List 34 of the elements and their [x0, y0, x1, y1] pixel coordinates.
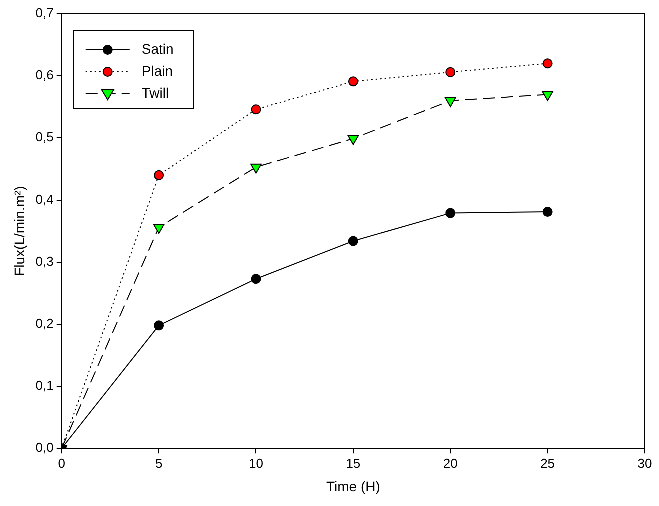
x-axis-title: Time (H): [326, 478, 380, 494]
point: [542, 58, 553, 69]
y-tick-label: 0,2: [36, 316, 54, 332]
point: [154, 320, 164, 331]
point: [251, 104, 262, 115]
y-tick-label: 0,4: [36, 192, 54, 207]
x-tick-label: 30: [638, 456, 652, 471]
point: [446, 208, 456, 218]
x-tick-label: 20: [443, 456, 458, 471]
point: [348, 135, 360, 146]
legend-label: Twill: [142, 84, 170, 101]
y-tick-label: 0,1: [36, 378, 54, 394]
point: [446, 67, 456, 78]
y-tick-label: 0,3: [36, 254, 54, 269]
point: [542, 207, 553, 218]
point: [348, 236, 358, 246]
point: [250, 164, 262, 174]
x-tick-label: 25: [540, 456, 556, 471]
point: [251, 274, 262, 284]
legend-label: Plain: [142, 62, 174, 79]
y-tick-label: 0,6: [36, 68, 54, 83]
y-tick-label: 0,7: [36, 6, 54, 21]
x-tick-label: 5: [155, 456, 163, 471]
x-tick-label: 0: [58, 456, 66, 471]
y-tick-label: 0,5: [36, 130, 54, 145]
x-tick-label: 10: [249, 456, 264, 471]
point: [444, 97, 456, 108]
y-axis-title: Flux(L/min.m²): [11, 186, 28, 276]
legend-label: Satin: [142, 40, 174, 57]
point: [348, 76, 358, 87]
point: [154, 170, 164, 180]
point: [542, 91, 554, 102]
x-tick-label: 15: [346, 456, 361, 471]
y-tick-label: 0,0: [36, 440, 54, 456]
